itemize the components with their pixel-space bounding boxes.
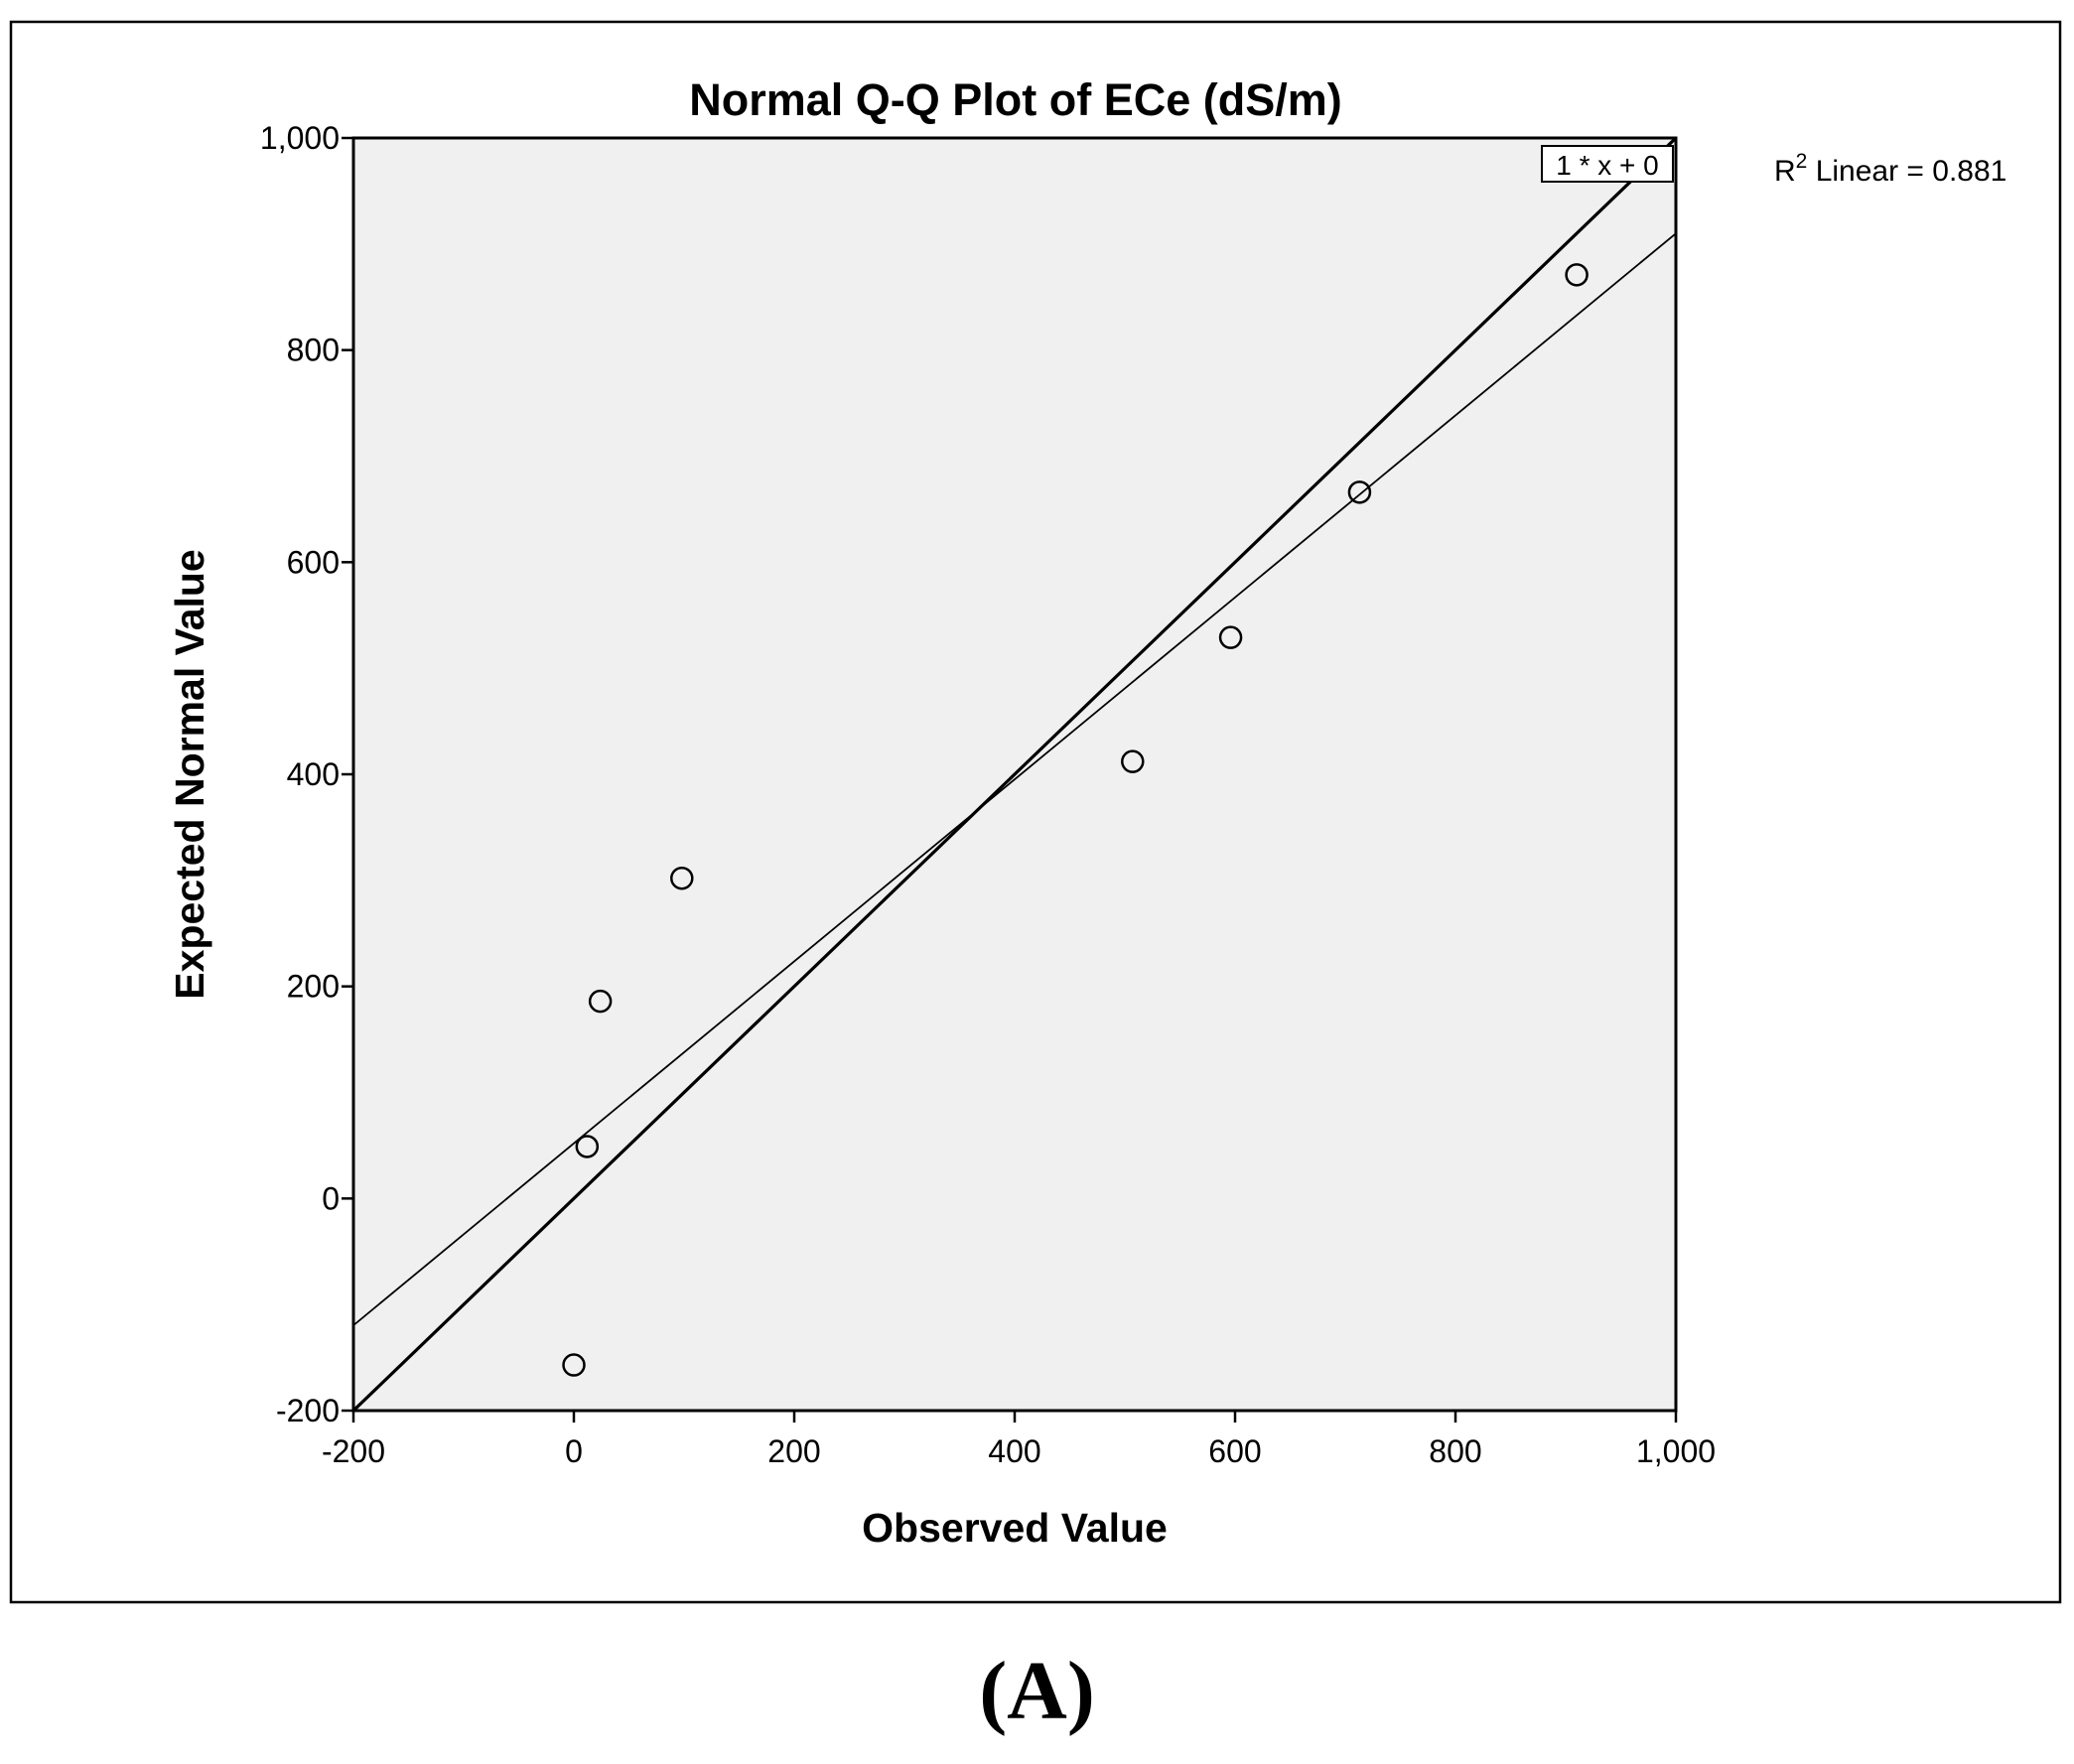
x-tick-label: 200 xyxy=(767,1433,820,1469)
y-tick-label: 400 xyxy=(287,756,340,792)
fit-line xyxy=(353,232,1676,1326)
x-tick-label: 1,000 xyxy=(1636,1433,1716,1469)
r2-text: Linear = 0.881 xyxy=(1807,155,2006,188)
chart-title: Normal Q-Q Plot of ECe (dS/m) xyxy=(689,74,1342,125)
reference-lines xyxy=(353,138,1676,1411)
y-tick-label: 1,000 xyxy=(260,120,340,156)
identity-line xyxy=(353,138,1676,1411)
x-axis-title: Observed Value xyxy=(862,1505,1168,1551)
data-points xyxy=(562,263,1589,1377)
data-point xyxy=(1565,263,1589,287)
y-tick-label: -200 xyxy=(276,1393,340,1428)
y-tick-label: 600 xyxy=(287,544,340,580)
data-point xyxy=(1121,749,1145,773)
figure-label: (A) xyxy=(979,1645,1095,1737)
r2-superscript: 2 xyxy=(1796,150,1808,173)
data-point xyxy=(1218,625,1243,649)
x-tick-label: -200 xyxy=(322,1433,385,1469)
r2-prefix: R xyxy=(1774,155,1796,188)
data-point xyxy=(1347,480,1372,504)
r2-annotation: R2 Linear = 0.881 xyxy=(1774,150,2006,188)
y-tick-label: 200 xyxy=(287,969,340,1005)
x-tick-label: 0 xyxy=(565,1433,583,1469)
x-axis: -200 0 200 400 600 800 1,000 xyxy=(322,1411,1716,1469)
chart-frame: Normal Q-Q Plot of ECe (dS/m) -200 0 200 40… xyxy=(9,20,2062,1604)
data-point xyxy=(575,1135,600,1158)
data-point xyxy=(670,866,694,890)
y-axis: -200 0 200 400 600 800 1,000 xyxy=(260,120,353,1428)
x-tick-label: 400 xyxy=(988,1433,1040,1469)
x-tick-label: 800 xyxy=(1429,1433,1481,1469)
y-tick-label: 800 xyxy=(287,333,340,368)
x-tick-label: 600 xyxy=(1208,1433,1261,1469)
data-point xyxy=(588,989,613,1014)
y-axis-title: Expected Normal Value xyxy=(167,549,212,999)
identity-label-box xyxy=(1541,145,1674,183)
identity-label-text: 1 * x + 0 xyxy=(1556,150,1659,181)
identity-line-label: 1 * x + 0 xyxy=(1541,145,1674,183)
data-point xyxy=(562,1353,586,1377)
y-tick-label: 0 xyxy=(322,1180,340,1216)
